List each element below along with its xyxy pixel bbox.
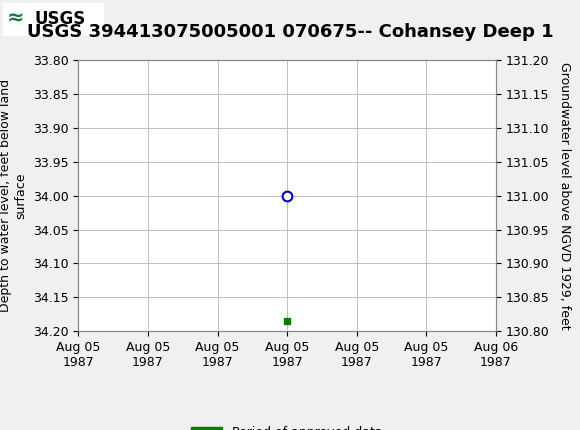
Legend: Period of approved data: Period of approved data — [186, 421, 388, 430]
Text: USGS 394413075005001 070675-- Cohansey Deep 1: USGS 394413075005001 070675-- Cohansey D… — [27, 23, 553, 41]
Bar — [3, 3, 104, 36]
Y-axis label: Depth to water level, feet below land
surface: Depth to water level, feet below land su… — [0, 79, 27, 312]
Y-axis label: Groundwater level above NGVD 1929, feet: Groundwater level above NGVD 1929, feet — [558, 62, 571, 329]
Text: USGS: USGS — [35, 9, 86, 28]
Text: ≈: ≈ — [7, 9, 24, 28]
